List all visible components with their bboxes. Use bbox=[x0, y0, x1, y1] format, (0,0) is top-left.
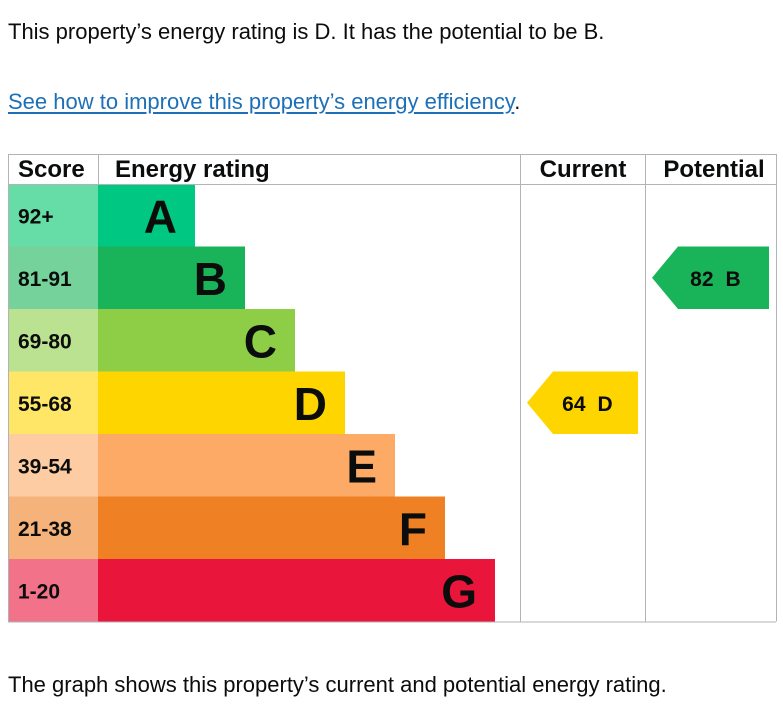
improve-link-paragraph: See how to improve this property’s energ… bbox=[8, 86, 520, 118]
band-letter-a: A bbox=[144, 190, 177, 242]
band-letter-f: F bbox=[399, 503, 427, 555]
current-rating-arrow bbox=[527, 371, 638, 434]
score-range-b: 81-91 bbox=[18, 268, 72, 291]
header-energy-rating: Energy rating bbox=[115, 156, 270, 183]
band-letter-e: E bbox=[346, 440, 377, 492]
score-range-g: 1-20 bbox=[18, 580, 60, 603]
potential-rating-arrow bbox=[652, 246, 769, 309]
header-potential: Potential bbox=[663, 156, 764, 183]
score-range-c: 69-80 bbox=[18, 330, 72, 353]
score-range-f: 21-38 bbox=[18, 518, 72, 541]
band-layer: 92+ A 81-91 B 69-80 C 55-68 D 39-54 E 21-38 F 1-20 G bbox=[8, 184, 495, 622]
band-letter-c: C bbox=[244, 315, 277, 367]
band-bar-g bbox=[98, 559, 495, 622]
current-rating-band: D bbox=[598, 393, 613, 416]
grid-layer bbox=[8, 154, 777, 623]
arrow-layer: 64 D 82 B bbox=[527, 246, 769, 434]
link-period: . bbox=[514, 89, 521, 114]
score-range-a: 92+ bbox=[18, 205, 54, 228]
chart-description-text: The graph shows this property’s current … bbox=[8, 672, 667, 697]
band-bar-e bbox=[98, 434, 395, 497]
current-rating-score: 64 bbox=[562, 393, 586, 416]
score-range-d: 55-68 bbox=[18, 393, 72, 416]
potential-rating-band: B bbox=[726, 268, 741, 291]
band-bar-a bbox=[98, 184, 195, 247]
band-bar-d bbox=[98, 371, 345, 434]
rating-summary-text: This property’s energy rating is D. It h… bbox=[8, 19, 605, 44]
score-cell-e bbox=[8, 434, 98, 497]
score-range-e: 39-54 bbox=[18, 455, 72, 478]
header-current: Current bbox=[540, 156, 627, 183]
band-bar-b bbox=[98, 246, 245, 309]
band-letter-b: B bbox=[194, 253, 227, 305]
band-letter-g: G bbox=[441, 565, 477, 617]
band-bar-c bbox=[98, 309, 295, 372]
score-cell-d bbox=[8, 371, 98, 434]
score-cell-f bbox=[8, 496, 98, 559]
energy-rating-chart: 92+ A81-91 B69-80 C55-68 D39-54 E21-38 F1-20 G … bbox=[8, 154, 777, 623]
improve-energy-efficiency-link[interactable]: See how to improve this property’s energ… bbox=[8, 89, 515, 114]
band-bar-f bbox=[98, 496, 445, 559]
score-cell-c bbox=[8, 309, 98, 372]
score-cell-g bbox=[8, 559, 98, 622]
band-letter-d: D bbox=[294, 378, 327, 430]
potential-rating-score: 82 bbox=[690, 268, 713, 291]
header-layer: Score Energy rating Current Potential bbox=[18, 156, 765, 183]
score-cell-b bbox=[8, 246, 98, 309]
header-score: Score bbox=[18, 156, 85, 183]
score-cell-a bbox=[8, 184, 98, 247]
